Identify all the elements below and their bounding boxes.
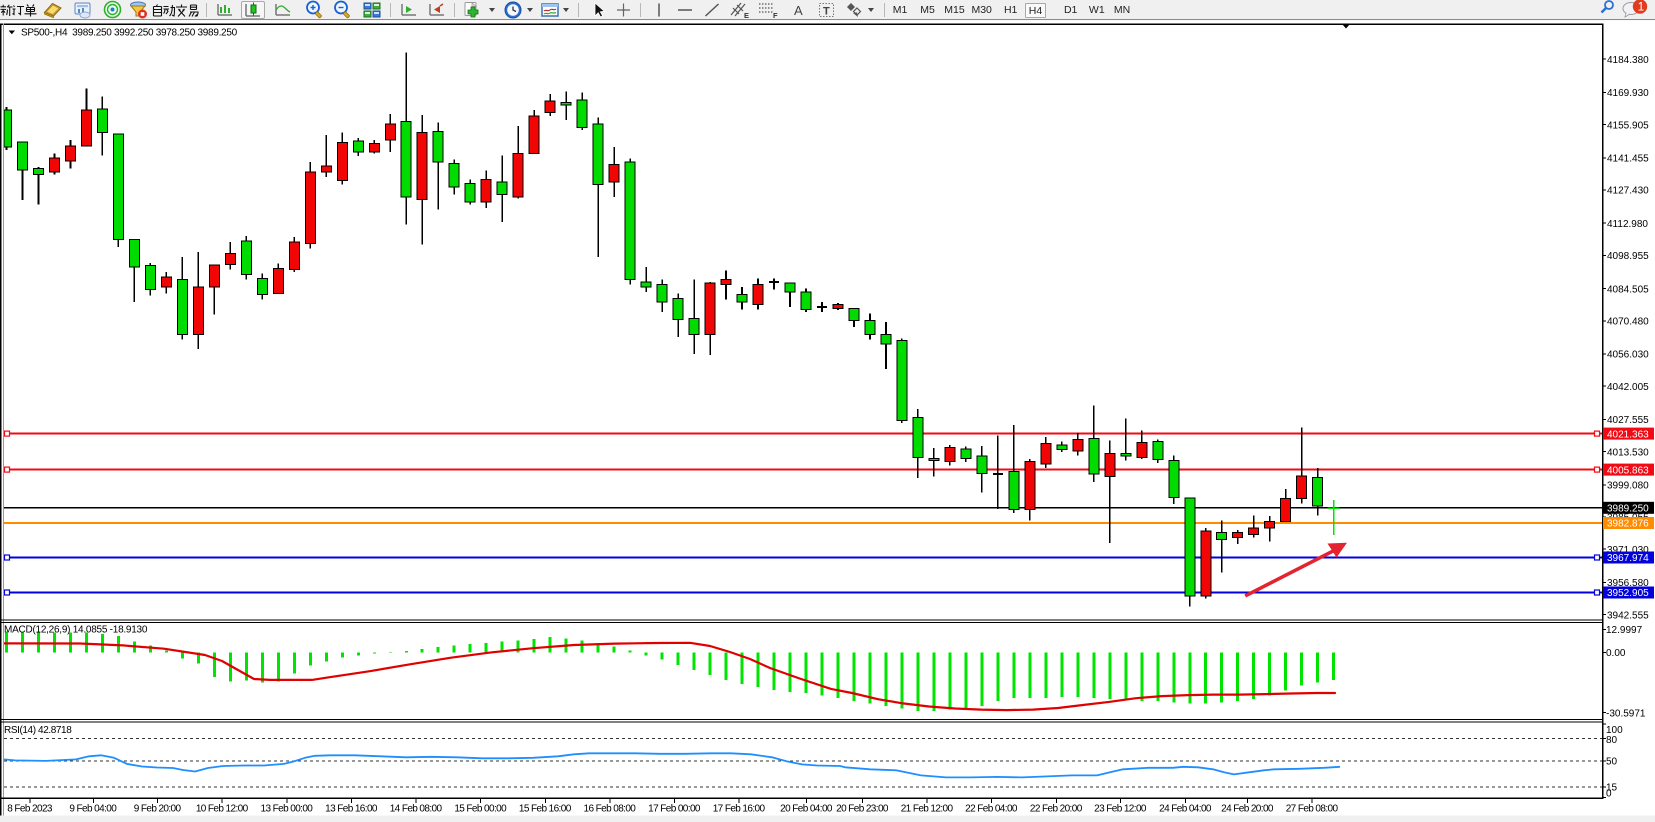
svg-text:100: 100 [1606, 725, 1623, 736]
svg-text:3967.974: 3967.974 [1607, 553, 1649, 564]
svg-text:3982.876: 3982.876 [1607, 519, 1649, 530]
svg-text:1: 1 [1638, 2, 1644, 14]
svg-text:16 Feb 08:00: 16 Feb 08:00 [584, 803, 637, 814]
svg-text:22 Feb 04:00: 22 Feb 04:00 [965, 803, 1018, 814]
svg-text:15 Feb 00:00: 15 Feb 00:00 [454, 803, 507, 814]
svg-text:4005.863: 4005.863 [1607, 465, 1649, 476]
svg-text:4127.430: 4127.430 [1607, 186, 1649, 197]
svg-text:MACD(12,26,9) 14.0855 -18.9130: MACD(12,26,9) 14.0855 -18.9130 [4, 625, 148, 636]
svg-text:3942.555: 3942.555 [1607, 610, 1649, 621]
svg-text:22 Feb 20:00: 22 Feb 20:00 [1030, 803, 1083, 814]
svg-text:4013.530: 4013.530 [1607, 447, 1649, 458]
svg-text:24 Feb 04:00: 24 Feb 04:00 [1159, 803, 1212, 814]
svg-text:9 Feb 04:00: 9 Feb 04:00 [69, 803, 117, 814]
svg-text:15 Feb 16:00: 15 Feb 16:00 [519, 803, 572, 814]
svg-text:50: 50 [1606, 757, 1618, 768]
svg-text:E: E [744, 11, 749, 20]
svg-text:17 Feb 00:00: 17 Feb 00:00 [648, 803, 701, 814]
svg-text:4084.505: 4084.505 [1607, 284, 1649, 295]
svg-text:14 Feb 08:00: 14 Feb 08:00 [390, 803, 443, 814]
svg-text:9 Feb 20:00: 9 Feb 20:00 [134, 803, 182, 814]
svg-text:10 Feb 12:00: 10 Feb 12:00 [196, 803, 249, 814]
svg-text:12.9997: 12.9997 [1606, 625, 1643, 636]
svg-text:4070.480: 4070.480 [1607, 317, 1649, 328]
svg-text:13 Feb 16:00: 13 Feb 16:00 [325, 803, 378, 814]
svg-text:80: 80 [1606, 735, 1618, 746]
svg-text:8 Feb 2023: 8 Feb 2023 [7, 803, 53, 814]
svg-text:23 Feb 12:00: 23 Feb 12:00 [1094, 803, 1147, 814]
svg-text:4027.555: 4027.555 [1607, 415, 1649, 426]
svg-text:A: A [794, 3, 803, 18]
svg-text:24 Feb 20:00: 24 Feb 20:00 [1221, 803, 1274, 814]
svg-text:21 Feb 12:00: 21 Feb 12:00 [901, 803, 954, 814]
svg-text:4098.955: 4098.955 [1607, 251, 1649, 262]
svg-text:T: T [823, 6, 830, 18]
svg-text:4056.030: 4056.030 [1607, 350, 1649, 361]
svg-text:3989.250: 3989.250 [1607, 504, 1649, 515]
svg-text:4042.005: 4042.005 [1607, 382, 1649, 393]
svg-text:17 Feb 16:00: 17 Feb 16:00 [713, 803, 766, 814]
svg-text:3999.080: 3999.080 [1607, 481, 1649, 492]
svg-text:4021.363: 4021.363 [1607, 429, 1649, 440]
svg-text:3952.905: 3952.905 [1607, 588, 1649, 599]
svg-text:3956.580: 3956.580 [1607, 578, 1649, 589]
svg-text:4155.905: 4155.905 [1607, 120, 1649, 131]
svg-text:4141.455: 4141.455 [1607, 154, 1649, 165]
svg-text:-30.5971: -30.5971 [1606, 708, 1646, 719]
svg-text:0: 0 [1606, 788, 1612, 799]
svg-text:4112.980: 4112.980 [1607, 219, 1648, 230]
svg-text:3971.030: 3971.030 [1607, 545, 1649, 556]
svg-text:20 Feb 04:00: 20 Feb 04:00 [780, 803, 833, 814]
svg-text:13 Feb 00:00: 13 Feb 00:00 [261, 803, 314, 814]
svg-text:4169.930: 4169.930 [1607, 88, 1649, 99]
svg-text:F: F [773, 11, 778, 20]
svg-text:27 Feb 08:00: 27 Feb 08:00 [1286, 803, 1339, 814]
svg-text:20 Feb 23:00: 20 Feb 23:00 [836, 803, 889, 814]
svg-text:SP500-,H4 3989.250 3992.250 3: SP500-,H4 3989.250 3992.250 3978.250 398… [21, 27, 238, 38]
svg-text:15: 15 [1606, 783, 1618, 794]
svg-text:4184.380: 4184.380 [1607, 55, 1649, 66]
svg-text:0.00: 0.00 [1606, 648, 1626, 659]
svg-text:RSI(14) 42.8718: RSI(14) 42.8718 [4, 725, 72, 736]
